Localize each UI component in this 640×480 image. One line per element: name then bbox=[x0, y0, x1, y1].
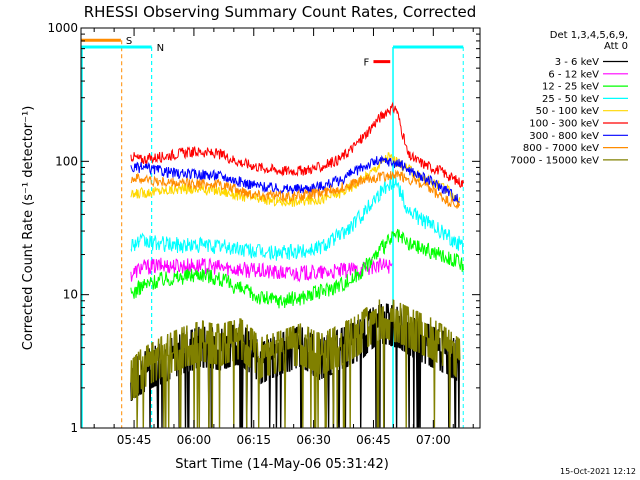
chart-title: RHESSI Observing Summary Count Rates, Co… bbox=[84, 3, 477, 21]
y-tick-label: 1 bbox=[70, 421, 78, 435]
footer-date: 15-Oct-2021 12:12 bbox=[560, 467, 636, 476]
annotation-label-s: S bbox=[126, 36, 132, 47]
x-tick-label: 06:15 bbox=[236, 433, 271, 447]
legend-header-line: Det 1,3,4,5,6,9, bbox=[550, 30, 628, 41]
legend-label: 25 - 50 keV bbox=[542, 94, 599, 105]
x-tick-label: 06:45 bbox=[356, 433, 391, 447]
legend-label: 7000 - 15000 keV bbox=[510, 155, 599, 166]
series-line-7000to15000keV bbox=[130, 299, 461, 428]
legend-header-line: Att 0 bbox=[604, 41, 628, 52]
legend-label: 12 - 25 keV bbox=[542, 82, 599, 93]
x-tick-label: 06:30 bbox=[296, 433, 331, 447]
annotation-label-f: F bbox=[363, 58, 369, 69]
plot-frame bbox=[80, 27, 481, 429]
x-axis-label: Start Time (14-May-06 05:31:42) bbox=[175, 457, 389, 472]
series-line-800to7000keV bbox=[130, 169, 461, 209]
legend-label: 800 - 7000 keV bbox=[523, 143, 599, 154]
series-line-300to800keV bbox=[130, 154, 460, 204]
x-tick-label: 06:00 bbox=[177, 433, 212, 447]
x-tick-label: 07:00 bbox=[416, 433, 451, 447]
series-line-6to12keV bbox=[130, 257, 393, 283]
legend-label: 50 - 100 keV bbox=[536, 106, 600, 117]
y-axis-label: Corrected Count Rate (s⁻¹ detector⁻¹) bbox=[21, 106, 36, 351]
x-tick-label: 05:45 bbox=[117, 433, 152, 447]
legend-label: 100 - 300 keV bbox=[529, 119, 599, 130]
legend-label: 6 - 12 keV bbox=[548, 69, 599, 80]
legend-label: 3 - 6 keV bbox=[555, 57, 599, 68]
y-tick-label: 100 bbox=[55, 154, 78, 168]
annotation-label-n: N bbox=[157, 43, 164, 54]
y-tick-label: 1000 bbox=[47, 21, 78, 35]
y-tick-label: 10 bbox=[63, 288, 78, 302]
series-line-100to300keV bbox=[130, 101, 464, 189]
legend-label: 300 - 800 keV bbox=[529, 131, 599, 142]
series-line-12to25keV bbox=[130, 228, 464, 309]
series-line-25to50keV bbox=[130, 173, 464, 261]
